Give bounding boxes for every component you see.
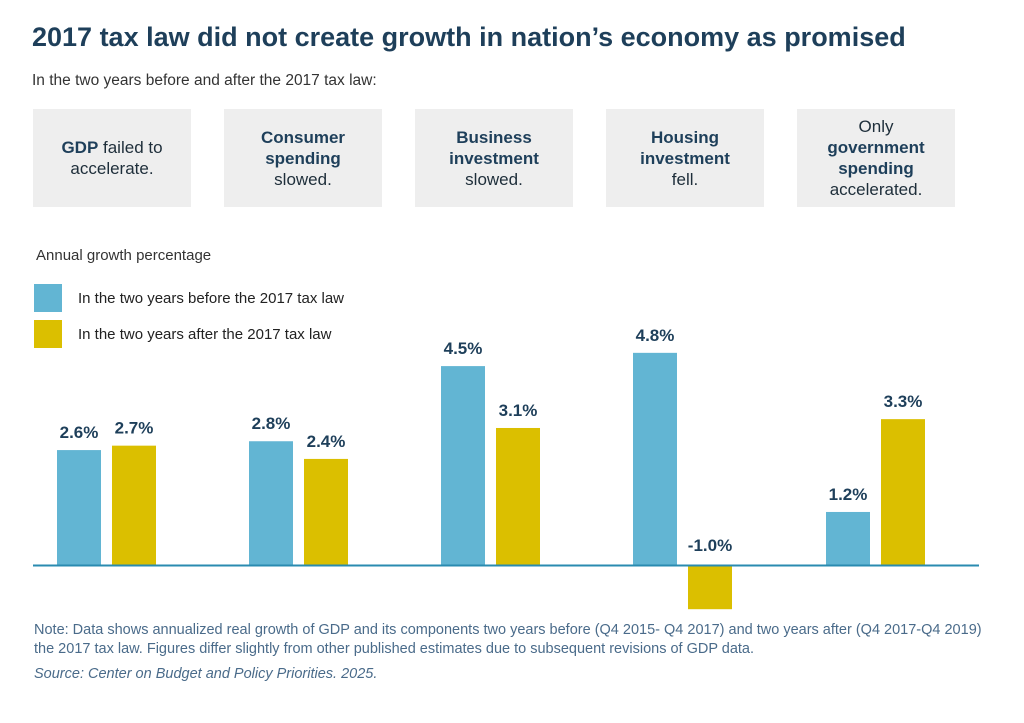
data-label: 2.7%	[115, 419, 154, 438]
summary-card-emphasis: government	[827, 138, 925, 157]
summary-card-line: spending	[265, 148, 341, 169]
summary-card-line: accelerated.	[830, 179, 923, 200]
summary-card-text: Only	[858, 117, 894, 136]
summary-card-line: government	[827, 137, 924, 158]
summary-card: Housing investment fell.	[606, 109, 764, 207]
summary-card-text: slowed.	[465, 169, 523, 189]
summary-card-text: fell.	[671, 169, 699, 189]
summary-card-text: slowed.	[274, 169, 332, 189]
summary-card-emphasis: investment	[449, 148, 539, 168]
chart-note: Note: Data shows annualized real growth …	[34, 622, 982, 657]
data-label: 1.2%	[829, 485, 868, 504]
summary-card-text: accelerate.	[70, 159, 154, 178]
bar-before	[633, 352, 677, 565]
bar-after	[688, 565, 732, 610]
summary-card-line: accelerate.	[70, 158, 153, 179]
data-label: 3.3%	[884, 392, 923, 411]
summary-card: Consumer spending slowed.	[224, 109, 382, 207]
summary-card-line: investment	[449, 148, 539, 169]
summary-card-line: slowed.	[274, 169, 332, 190]
summary-card-line: Consumer	[261, 127, 345, 148]
summary-card: GDP failed to accelerate.	[33, 109, 191, 207]
summary-card-emphasis: GDP	[61, 138, 99, 157]
chart-subtitle: In the two years before and after the 20…	[32, 72, 377, 89]
summary-card-line: Housing	[651, 127, 719, 148]
legend-item-before: In the two years before the 2017 tax law	[34, 283, 344, 313]
summary-card-line: Only	[859, 116, 894, 137]
summary-card-line: investment	[640, 148, 730, 169]
summary-card-line: slowed.	[465, 169, 523, 190]
bar-after	[304, 458, 348, 565]
summary-card-line: spending	[838, 158, 914, 179]
summary-card-emphasis: Consumer	[260, 127, 346, 147]
chart-title: 2017 tax law did not create growth in na…	[32, 22, 906, 52]
summary-card: Only government spending accelerated.	[797, 109, 955, 207]
summary-card-emphasis: spending	[838, 159, 914, 178]
data-label: 4.5%	[444, 339, 483, 358]
summary-card-emphasis: Housing	[651, 127, 719, 147]
summary-card-emphasis: investment	[640, 148, 730, 168]
legend-label-after: In the two years after the 2017 tax law	[78, 325, 332, 343]
bar-before	[441, 366, 485, 565]
bar-after	[881, 419, 925, 565]
summary-cards: GDP failed to accelerate. Consumer spending…	[33, 109, 955, 207]
bar-before	[57, 450, 101, 565]
data-label: -1.0%	[688, 536, 732, 555]
summary-card-line: GDP failed to	[61, 137, 162, 158]
legend-swatch-after	[34, 320, 62, 348]
data-label: 3.1%	[499, 401, 538, 420]
summary-card-text: accelerated.	[829, 180, 923, 199]
summary-card-line: Business	[456, 127, 532, 148]
summary-card-emphasis: Business	[456, 127, 532, 147]
chart-legend: In the two years before the 2017 tax law…	[34, 283, 344, 355]
y-axis-label: Annual growth percentage	[36, 247, 212, 264]
legend-item-after: In the two years after the 2017 tax law	[34, 319, 344, 349]
summary-card-text: failed to	[98, 138, 163, 157]
summary-card: Business investment slowed.	[415, 109, 573, 207]
data-label: 4.8%	[636, 326, 675, 345]
chart-source: Source: Center on Budget and Policy Prio…	[34, 666, 378, 682]
legend-label-before: In the two years before the 2017 tax law	[78, 289, 344, 307]
bar-before	[826, 511, 870, 565]
legend-swatch-before	[34, 284, 62, 312]
bar-before	[249, 441, 293, 565]
summary-card-line: fell.	[672, 169, 698, 190]
bar-after	[112, 445, 156, 565]
data-label: 2.6%	[60, 423, 99, 442]
summary-card-emphasis: spending	[265, 148, 341, 168]
data-label: 2.8%	[252, 414, 291, 433]
data-label: 2.4%	[307, 432, 346, 451]
bar-after	[496, 427, 540, 565]
